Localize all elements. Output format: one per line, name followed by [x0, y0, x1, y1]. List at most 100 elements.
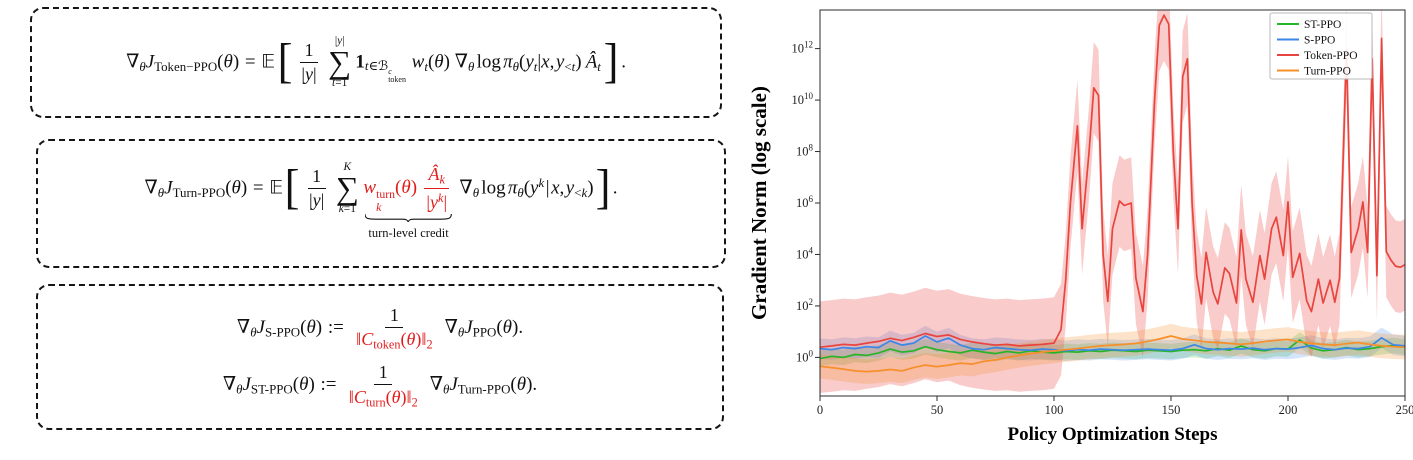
math-sub: <t [564, 58, 575, 73]
equation-s-ppo: ∇θJS-PPO(θ):= 1 ‖Ctoken(θ)‖2 ∇θJPPO(θ). [237, 305, 523, 352]
math-i: θ [250, 324, 257, 340]
math-red: w turn k (θ) Âk |yk| [363, 164, 453, 213]
math-sub: token [373, 338, 400, 352]
math-num: 1 [374, 362, 393, 385]
chart-panel: 0 50 100 150 200 250 100 102 104 106 108 1010 1012 Gr… [747, 0, 1413, 460]
math-i: C [361, 329, 374, 350]
math-ss-bot: token [388, 76, 406, 84]
math-r: = [244, 50, 256, 72]
band-Token-PPO [820, 10, 1405, 393]
legend-label-Turn-PPO: Turn-PPO [1304, 65, 1351, 77]
math-r: | [537, 50, 542, 72]
math-r: ) [315, 316, 323, 338]
math-i: θ [231, 176, 241, 198]
math-r: := [327, 316, 344, 338]
math-r: log [481, 176, 506, 198]
math-r: ( [400, 329, 407, 350]
y-tick-label: 1010 [792, 91, 814, 107]
math-i: w [411, 50, 425, 72]
math-frac: 1 |y| [304, 166, 328, 211]
math-i: θ [516, 373, 527, 395]
x-tick-label: 150 [1162, 403, 1181, 417]
math-i: w [363, 176, 377, 198]
math-r: . [532, 373, 538, 395]
math-i: ∇ [459, 176, 473, 198]
line-S-PPO [820, 335, 1405, 352]
x-axis-label: Policy Optimization Steps [1007, 424, 1217, 445]
math-i: θ [517, 184, 524, 200]
legend: ST-PPO S-PPO Token-PPO Turn-PPO [1269, 12, 1373, 80]
equation-token-ppo: ∇θJToken−PPO(θ) = 𝔼[1 |y| |y| ∑ t=1 1t∈ℬ c token w… [126, 34, 626, 90]
math-den: |yk| [422, 189, 452, 213]
line-Token-PPO [820, 14, 1405, 349]
math-i: y [555, 50, 565, 72]
math-i: θ [434, 50, 444, 72]
math-sum-sym: ∑ [328, 43, 352, 80]
math-bb: 𝔼 [269, 175, 284, 198]
math-i: θ [406, 329, 416, 350]
math-r: ST-PPO [250, 381, 293, 397]
x-tick-label: 200 [1279, 403, 1298, 417]
math-i: θ [443, 381, 450, 397]
math-sub: t [424, 58, 428, 73]
math-i: θ [467, 58, 475, 74]
x-tick-label: 100 [1045, 403, 1064, 417]
math-r: 1 [389, 304, 399, 325]
math-i: k [538, 174, 545, 190]
math-sum: K ∑ k=1 [336, 161, 359, 217]
math-num: 1 [385, 304, 404, 328]
y-tick-label: 104 [796, 245, 814, 261]
math-r: ( [496, 316, 503, 338]
y-tick-label: 1012 [792, 40, 814, 56]
math-r: | [320, 190, 325, 211]
math-r: ) [415, 329, 422, 350]
math-r: =1 [335, 77, 348, 90]
math-ss-top: turn [376, 188, 395, 201]
math-r: | [301, 64, 305, 85]
math-i: y [312, 190, 321, 211]
math-i: C [353, 386, 366, 407]
math-i: Â [585, 50, 598, 72]
y-tick-label: 102 [796, 297, 813, 313]
math-sum-bot: k=1 [339, 203, 356, 216]
math-frac: 1 ‖Ctoken(θ)‖2 [352, 305, 437, 352]
math-frac: 1 ‖Cturn(θ)‖2 [344, 362, 422, 409]
math-i: ∇ [126, 50, 140, 72]
math-i: θ [236, 381, 243, 397]
math-r: , [559, 176, 565, 198]
math-i: t [332, 77, 336, 90]
math-i: t [424, 58, 428, 74]
equation-box-token-ppo: ∇θJToken−PPO(θ) = 𝔼[1 |y| |y| ∑ t=1 1t∈ℬ c token w… [30, 7, 722, 118]
math-r: log [476, 50, 501, 72]
math-i: J [242, 373, 251, 395]
math-r: ( [225, 176, 232, 198]
math-r: < [574, 184, 582, 200]
math-r: . [518, 316, 524, 338]
math-r: ) [443, 50, 450, 72]
math-i: J [164, 176, 173, 198]
math-sub: PPO [473, 324, 497, 339]
math-r: . [612, 176, 618, 198]
math-i: θ [512, 58, 519, 74]
math-r: 1 [312, 165, 322, 186]
x-tick-label: 50 [931, 403, 944, 417]
math-r: 2 [426, 337, 433, 352]
math-r: ‖ [348, 386, 354, 407]
y-axis-label: Gradient Norm (log scale) [750, 86, 771, 320]
math-i: ∇ [454, 50, 468, 72]
math-i: x [541, 50, 550, 72]
gradient-norm-chart: 0 50 100 150 200 250 100 102 104 106 108 1010 1012 Gr… [747, 9, 1413, 445]
math-i: t [364, 58, 369, 74]
math-r: ( [292, 373, 300, 395]
math-ub-c: w turn k (θ) Âk |yk| [363, 164, 453, 213]
math-sum-top: K [344, 161, 352, 174]
math-i: c [388, 67, 392, 77]
math-sub: θ [158, 184, 164, 199]
math-ub: w turn k (θ) Âk |yk| turn-level credit [363, 164, 453, 240]
math-i: ∇ [236, 316, 251, 338]
math-i: θ [457, 324, 465, 340]
math-r: token [388, 75, 406, 85]
math-i: θ [502, 316, 512, 338]
math-r: ‖ [421, 329, 427, 350]
math-i: ∇ [429, 373, 443, 395]
